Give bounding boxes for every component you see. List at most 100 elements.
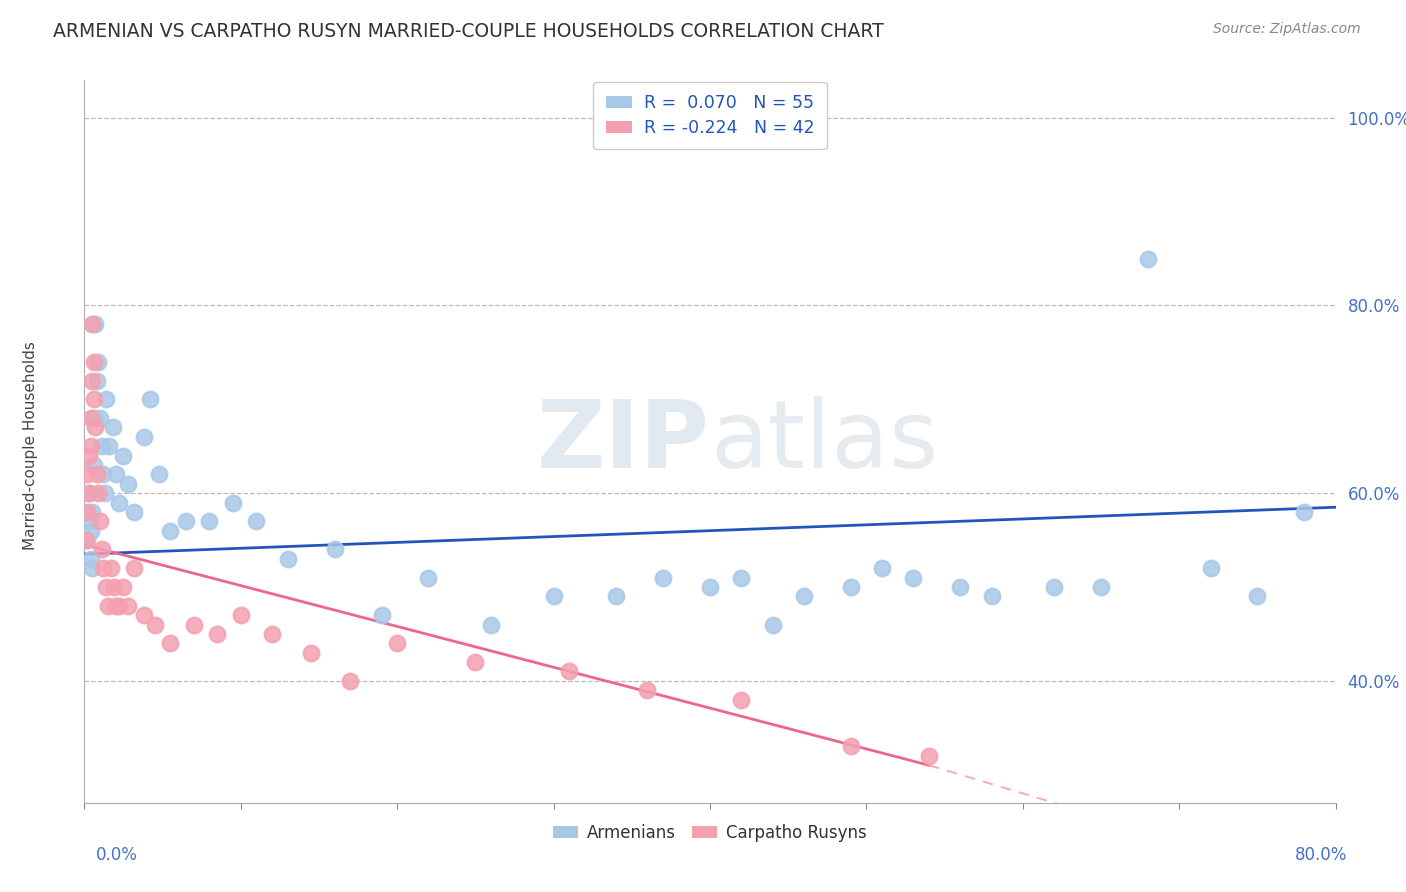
Point <box>77 449 100 463</box>
Point <box>1090 580 1112 594</box>
Point <box>86 467 108 482</box>
Point <box>839 739 862 754</box>
Point <box>83 355 105 369</box>
Point <box>262 627 284 641</box>
Point <box>1246 590 1268 604</box>
Point <box>148 467 170 482</box>
Point <box>104 599 127 613</box>
Point <box>762 617 785 632</box>
Point <box>299 646 322 660</box>
Point <box>100 561 122 575</box>
Point <box>1294 505 1316 519</box>
Legend: Armenians, Carpatho Rusyns: Armenians, Carpatho Rusyns <box>547 817 873 848</box>
Point <box>1043 580 1066 594</box>
Point <box>198 514 221 528</box>
Point <box>174 514 197 528</box>
Point <box>730 692 752 706</box>
Point <box>82 561 104 575</box>
Point <box>87 486 110 500</box>
Point <box>76 533 98 547</box>
Point <box>90 542 112 557</box>
Point <box>132 430 155 444</box>
Point <box>1199 561 1222 575</box>
Point <box>730 571 752 585</box>
Point <box>91 467 114 482</box>
Point <box>117 476 139 491</box>
Point <box>143 617 166 632</box>
Point <box>103 580 125 594</box>
Point <box>83 392 105 407</box>
Point <box>903 571 925 585</box>
Point <box>82 374 104 388</box>
Point <box>90 439 112 453</box>
Point <box>84 420 107 434</box>
Point <box>93 486 115 500</box>
Point <box>89 411 111 425</box>
Point <box>98 439 121 453</box>
Text: Source: ZipAtlas.com: Source: ZipAtlas.com <box>1213 22 1361 37</box>
Point <box>339 673 361 688</box>
Point <box>839 580 862 594</box>
Point <box>418 571 440 585</box>
Text: 0.0%: 0.0% <box>96 846 138 863</box>
Point <box>124 505 146 519</box>
Text: Married-couple Households: Married-couple Households <box>24 342 38 550</box>
Point <box>89 514 111 528</box>
Point <box>82 505 104 519</box>
Point <box>79 439 101 453</box>
Point <box>464 655 486 669</box>
Point <box>77 486 100 500</box>
Point <box>86 374 108 388</box>
Point <box>107 495 129 509</box>
Point <box>245 514 267 528</box>
Point <box>96 580 118 594</box>
Point <box>83 411 105 425</box>
Text: ZIP: ZIP <box>537 395 710 488</box>
Point <box>159 524 181 538</box>
Point <box>699 580 721 594</box>
Point <box>918 748 941 763</box>
Point <box>870 561 893 575</box>
Point <box>112 580 135 594</box>
Point <box>652 571 675 585</box>
Point <box>104 467 127 482</box>
Point <box>82 318 104 332</box>
Point <box>75 533 97 547</box>
Point <box>385 636 409 650</box>
Point <box>77 486 100 500</box>
Point <box>479 617 502 632</box>
Point <box>76 505 98 519</box>
Point <box>183 617 205 632</box>
Point <box>222 495 245 509</box>
Point <box>637 683 659 698</box>
Point <box>159 636 181 650</box>
Point <box>132 608 155 623</box>
Point <box>139 392 162 407</box>
Point <box>107 599 129 613</box>
Point <box>79 524 101 538</box>
Point <box>84 318 107 332</box>
Point <box>124 561 146 575</box>
Point <box>112 449 135 463</box>
Point <box>229 608 252 623</box>
Point <box>83 458 105 472</box>
Point <box>949 580 972 594</box>
Point <box>79 551 101 566</box>
Point <box>91 561 114 575</box>
Text: atlas: atlas <box>710 395 938 488</box>
Text: 80.0%: 80.0% <box>1295 846 1347 863</box>
Point <box>76 467 98 482</box>
Point <box>97 599 120 613</box>
Point <box>277 551 299 566</box>
Text: ARMENIAN VS CARPATHO RUSYN MARRIED-COUPLE HOUSEHOLDS CORRELATION CHART: ARMENIAN VS CARPATHO RUSYN MARRIED-COUPL… <box>53 22 884 41</box>
Point <box>79 411 101 425</box>
Point <box>980 590 1002 604</box>
Point <box>1136 252 1159 266</box>
Point <box>117 599 139 613</box>
Point <box>543 590 565 604</box>
Point <box>323 542 346 557</box>
Point <box>77 514 100 528</box>
Point <box>793 590 815 604</box>
Point <box>101 420 124 434</box>
Point <box>207 627 229 641</box>
